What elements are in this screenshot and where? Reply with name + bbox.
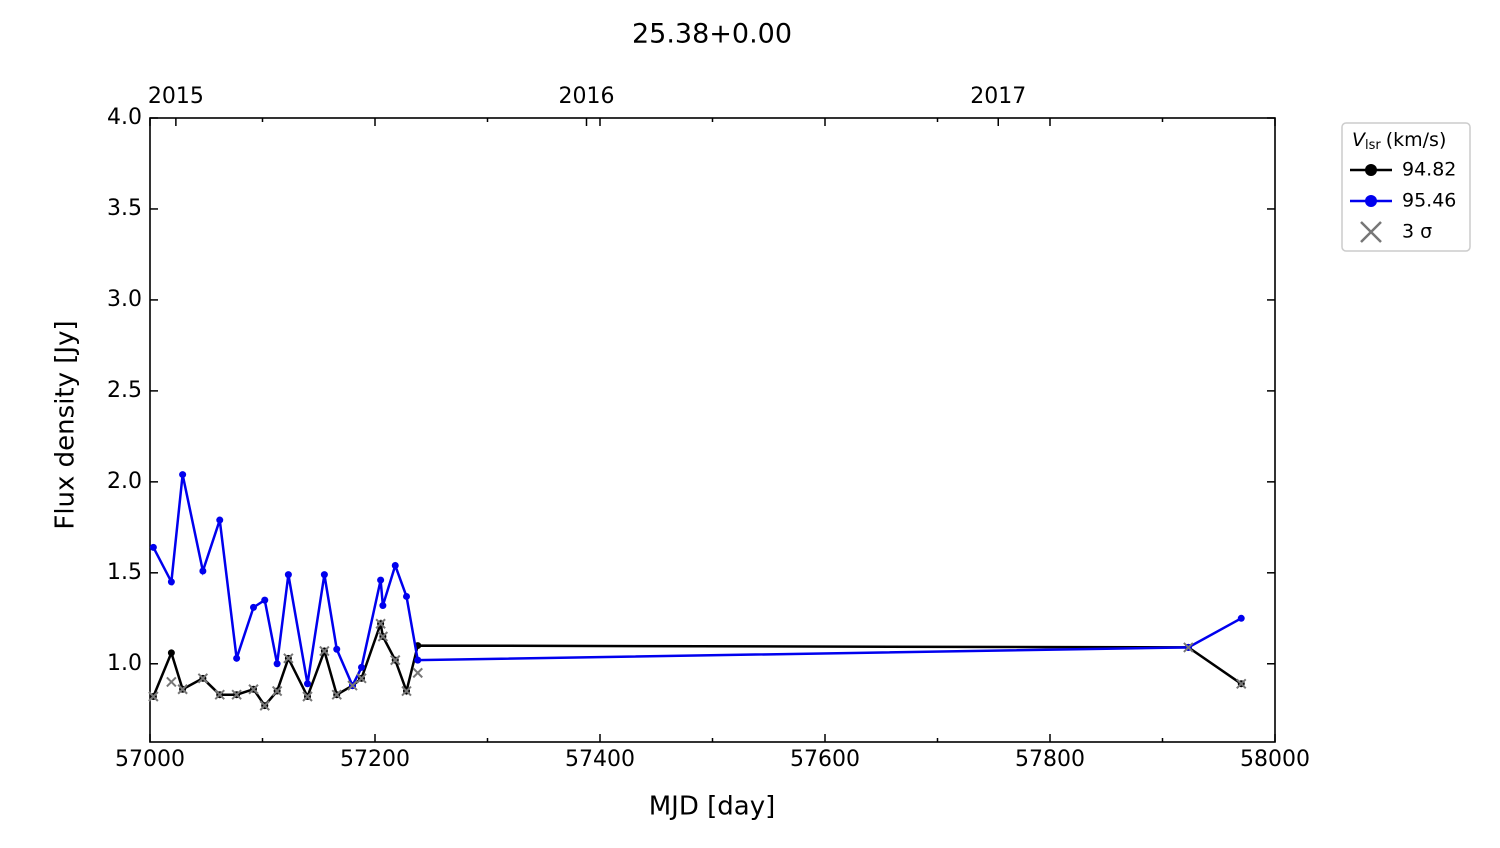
- sigma-marker: [231, 689, 242, 700]
- legend-title-unit: (km/s): [1386, 129, 1447, 151]
- data-point: [233, 654, 241, 662]
- sigma-marker: [401, 685, 412, 697]
- legend-label: 94.82: [1402, 159, 1456, 181]
- legend-title-symbol: V: [1352, 129, 1367, 151]
- sigma-marker: [197, 673, 209, 684]
- sigma-marker: [377, 631, 389, 642]
- chart-title: 25.38+0.00: [632, 19, 792, 50]
- sigma-marker: [177, 684, 188, 695]
- sigma-marker: [148, 691, 159, 702]
- series-line: [152, 618, 1242, 708]
- x-tick-label: 57800: [1015, 747, 1085, 772]
- data-point: [216, 516, 224, 524]
- sigma-marker: [271, 685, 283, 697]
- data-point: [391, 562, 399, 570]
- y-tick-label: 3.0: [107, 287, 142, 312]
- y-tick-label: 2.0: [107, 469, 142, 494]
- legend-marker: [1365, 164, 1377, 176]
- sigma-marker: [1236, 678, 1247, 689]
- sigma-marker: [331, 689, 342, 700]
- y-axis-label: Flux density [Jy]: [51, 320, 81, 529]
- legend-title: Vlsr (km/s): [1352, 129, 1446, 153]
- x2-tick-label: 2016: [559, 84, 615, 109]
- data-point: [149, 543, 157, 551]
- y-tick-label: 1.0: [107, 651, 142, 676]
- sigma-marker: [214, 689, 225, 700]
- x-tick-label: 57600: [790, 747, 860, 772]
- sigma-marker: [347, 680, 358, 691]
- data-point: [199, 567, 207, 575]
- series: [148, 618, 1247, 711]
- data-point: [250, 603, 257, 611]
- data-point: [320, 571, 328, 579]
- data-point: [414, 656, 422, 664]
- y-tick-label: 4.0: [107, 105, 142, 130]
- data-point: [261, 596, 269, 604]
- data-point: [403, 592, 410, 600]
- x-tick-label: 58000: [1240, 747, 1310, 772]
- data-point: [358, 663, 365, 671]
- legend-label: 3 σ: [1402, 221, 1432, 243]
- data-point: [304, 680, 311, 688]
- sigma-marker: [412, 667, 423, 679]
- x2-tick-label: 2017: [970, 84, 1026, 109]
- sigma-marker: [259, 700, 270, 711]
- data-point: [167, 649, 175, 657]
- sigma-marker: [1183, 642, 1194, 653]
- x-tick-label: 57000: [115, 747, 185, 772]
- x-axis-label: MJD [day]: [649, 792, 776, 822]
- series-line: [152, 474, 1242, 689]
- data-point: [167, 578, 175, 586]
- legend-marker: [1365, 195, 1377, 207]
- data-point: [179, 471, 187, 479]
- data-point: [284, 571, 292, 579]
- legend-marker: [1360, 221, 1382, 243]
- sigma-marker: [302, 691, 313, 702]
- series: [149, 471, 1245, 690]
- sigma-marker: [390, 654, 401, 666]
- x-tick-label: 57200: [340, 747, 410, 772]
- data-point: [333, 645, 341, 653]
- sigma-marker: [356, 673, 367, 684]
- legend: Vlsr (km/s) 94.82 95.46 3 σ: [1341, 122, 1471, 252]
- legend-title-subscript: lsr: [1365, 138, 1381, 153]
- sigma-marker: [375, 618, 386, 629]
- sigma-marker: [319, 645, 330, 657]
- sigma-marker: [283, 653, 294, 664]
- sigma-marker: [166, 676, 177, 688]
- sigma-marker: [248, 684, 259, 695]
- data-point: [273, 660, 281, 668]
- y-tick-label: 1.5: [107, 560, 142, 585]
- legend-label: 95.46: [1402, 190, 1456, 212]
- y-tick-label: 2.5: [107, 378, 142, 403]
- x2-tick-label: 2015: [148, 84, 204, 109]
- data-point: [1237, 614, 1245, 622]
- data-point: [379, 602, 387, 610]
- x-tick-label: 57400: [565, 747, 635, 772]
- data-point: [377, 576, 385, 584]
- y-tick-label: 3.5: [107, 196, 142, 221]
- legend-box: [1341, 122, 1471, 252]
